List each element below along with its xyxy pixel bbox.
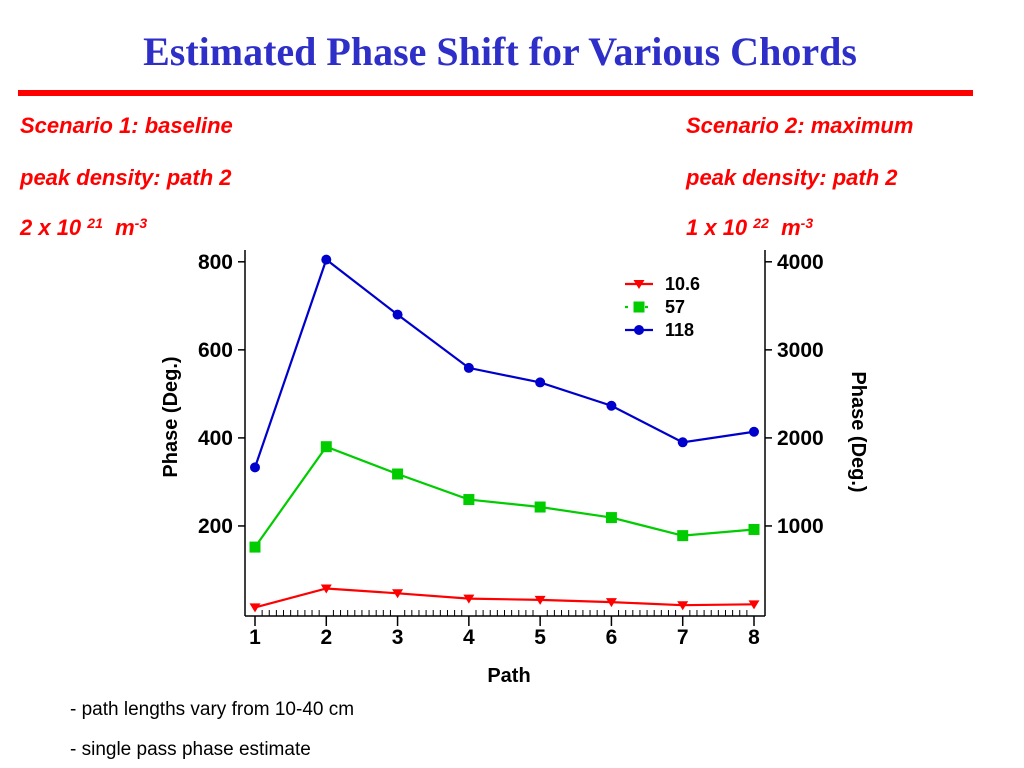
legend-swatch-marker bbox=[634, 325, 644, 335]
y2-tick-label: 2000 bbox=[777, 427, 824, 450]
data-point bbox=[534, 501, 546, 513]
legend-item: 57 bbox=[625, 297, 685, 317]
legend-label: 118 bbox=[665, 320, 694, 340]
note-path-lengths: - path lengths vary from 10-40 cm bbox=[70, 699, 355, 720]
note-single-pass: - single pass phase estimate bbox=[70, 739, 311, 760]
x-tick-label: 2 bbox=[320, 626, 332, 649]
y2-tick-label: 1000 bbox=[777, 515, 824, 538]
y-axis-label: Phase (Deg.) bbox=[160, 356, 182, 477]
y-tick-label: 200 bbox=[198, 515, 233, 538]
chart-axes: 200 400 600 800 1000 2000 3000 4000 1 2 3 4 5 6 7 8 bbox=[198, 250, 824, 649]
x-tick-label: 6 bbox=[606, 626, 618, 649]
scenario1-density-unit: m bbox=[115, 215, 135, 240]
scenario1-density-unit-exp: -3 bbox=[134, 215, 148, 231]
data-point bbox=[463, 594, 475, 604]
data-point bbox=[605, 512, 617, 524]
y-tick-label: 400 bbox=[198, 427, 233, 450]
scenario2-density-unit: m bbox=[781, 215, 801, 240]
y2-axis-label: Phase (Deg.) bbox=[847, 371, 869, 492]
x-tick-label: 3 bbox=[392, 626, 404, 649]
scenario1-line2: peak density: path 2 bbox=[20, 165, 232, 190]
data-point bbox=[463, 494, 475, 506]
legend-item: 10.6 bbox=[625, 274, 700, 294]
scenario2-density-exp: 22 bbox=[753, 215, 769, 231]
legend-swatch-marker bbox=[633, 280, 645, 289]
data-point bbox=[321, 254, 332, 265]
x-tick-label: 5 bbox=[534, 626, 546, 649]
y-tick-label: 800 bbox=[198, 251, 233, 274]
slide-title: Estimated Phase Shift for Various Chords bbox=[143, 29, 857, 74]
scenario2-line1: Scenario 2: maximum bbox=[686, 113, 914, 138]
scenario2-line3: 1 x 10 22 m-3 bbox=[686, 215, 814, 240]
data-point bbox=[748, 600, 760, 610]
data-point bbox=[250, 462, 260, 473]
scenario2-density-base: 1 x 10 bbox=[686, 215, 748, 240]
legend-label: 57 bbox=[665, 297, 685, 317]
data-point bbox=[463, 362, 474, 373]
data-point bbox=[320, 584, 332, 594]
data-point bbox=[249, 603, 261, 613]
series-line bbox=[254, 445, 755, 548]
data-point bbox=[392, 309, 403, 320]
x-tick-label: 4 bbox=[463, 626, 475, 649]
x-axis-label: Path bbox=[487, 665, 530, 687]
legend-label: 10.6 bbox=[665, 274, 700, 294]
x-tick-label: 8 bbox=[748, 626, 760, 649]
data-point bbox=[677, 530, 689, 542]
scenario1-line3: 2 x 10 21 m-3 bbox=[20, 215, 148, 240]
scenario1-line1: Scenario 1: baseline bbox=[20, 113, 233, 138]
data-point bbox=[677, 601, 689, 611]
series-118 bbox=[250, 254, 759, 473]
data-point bbox=[535, 377, 546, 388]
series-line bbox=[254, 587, 755, 609]
scenario2-line2: peak density: path 2 bbox=[686, 165, 898, 190]
legend-item: 118 bbox=[625, 320, 694, 340]
data-point bbox=[534, 595, 546, 605]
data-point bbox=[392, 468, 404, 480]
data-point bbox=[605, 598, 617, 608]
data-point bbox=[677, 437, 688, 448]
y2-tick-label: 4000 bbox=[777, 251, 824, 274]
x-tick-label: 7 bbox=[677, 626, 689, 649]
data-point bbox=[392, 589, 404, 599]
title-underline bbox=[18, 90, 973, 96]
y2-tick-label: 3000 bbox=[777, 339, 824, 362]
x-tick-label: 1 bbox=[249, 626, 261, 649]
chart-legend: 10.6 57 118 bbox=[625, 274, 700, 340]
legend-swatch-marker bbox=[633, 301, 645, 313]
chart-series bbox=[249, 254, 760, 613]
data-point bbox=[748, 523, 760, 535]
data-point bbox=[320, 441, 332, 453]
scenario1-density-exp: 21 bbox=[87, 215, 103, 231]
data-point bbox=[606, 400, 617, 411]
data-point bbox=[749, 426, 759, 437]
data-point bbox=[249, 541, 261, 553]
series-57 bbox=[249, 441, 760, 553]
scenario1-density-base: 2 x 10 bbox=[20, 215, 82, 240]
series-10-6 bbox=[249, 584, 760, 613]
y-tick-label: 600 bbox=[198, 339, 233, 362]
series-line bbox=[253, 257, 755, 468]
scenario2-density-unit-exp: -3 bbox=[800, 215, 814, 231]
